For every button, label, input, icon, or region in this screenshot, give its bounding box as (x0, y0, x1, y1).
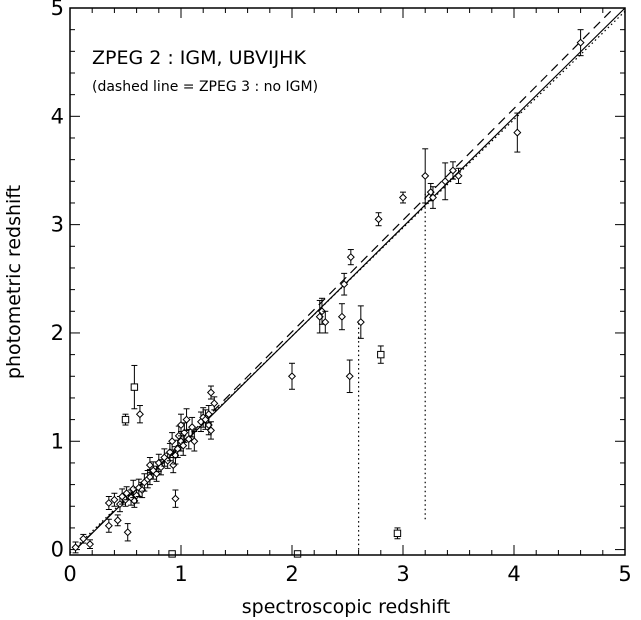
diamond-point (104, 499, 113, 508)
diamond-point (152, 469, 161, 478)
diamond-point (190, 437, 199, 446)
annotation-sub: (dashed line = ZPEG 3 : no IGM) (92, 79, 318, 95)
diamond-point (204, 410, 213, 419)
y-tick-label: 1 (51, 429, 64, 453)
diamond-point (179, 441, 188, 450)
diamond-point (184, 435, 193, 444)
diamond-point (122, 489, 131, 498)
diamond-point (346, 253, 355, 262)
diamond-point (104, 521, 113, 530)
diamond-point (454, 171, 463, 180)
diamond-point (210, 399, 219, 408)
diamond-point (168, 437, 177, 446)
y-tick-label: 0 (51, 538, 64, 562)
diamond-point (287, 372, 297, 381)
diamond-point (113, 516, 122, 525)
diamond-point (145, 473, 154, 482)
diamond-point (337, 312, 346, 321)
diamond-point (145, 461, 154, 470)
vertical-dotted-lines (358, 192, 426, 550)
x-tick-label: 5 (618, 562, 631, 586)
y-axis-title: photometric redshift (3, 185, 25, 379)
diamond-point (188, 423, 197, 432)
x-axis-title: spectroscopic redshift (242, 596, 451, 618)
diamond-point (176, 421, 186, 430)
diamond-point (79, 534, 88, 543)
diamond-point (110, 495, 119, 504)
square-point (130, 383, 139, 391)
annotation-main: ZPEG 2 : IGM, UBVIJHK (92, 47, 306, 69)
x-tick-label: 0 (63, 562, 76, 586)
diamond-point (345, 372, 354, 381)
x-tick-label: 3 (396, 562, 409, 586)
diamond-point (206, 426, 215, 435)
y-tick-label: 5 (51, 0, 64, 20)
x-tick-label: 2 (285, 562, 298, 586)
square-point (168, 550, 176, 558)
diamond-point (171, 494, 180, 503)
diamond-point (165, 448, 174, 457)
x-tick-label: 4 (507, 562, 520, 586)
x-tick-label: 1 (174, 562, 187, 586)
diamond-point (321, 318, 330, 327)
y-tick-label: 2 (51, 321, 64, 345)
diamond-point (123, 528, 132, 537)
diamond-point (576, 38, 585, 47)
square-point (293, 550, 302, 558)
y-tick-label: 3 (51, 213, 64, 237)
diamond-point (85, 540, 94, 549)
diamond-point (428, 193, 437, 202)
diamond-point (340, 280, 349, 289)
diamond-point (71, 543, 80, 552)
reference-line-dotted (69, 10, 626, 554)
data-points (71, 29, 585, 558)
diamond-point (135, 410, 144, 419)
diamond-point (173, 444, 182, 453)
y-tick-label: 4 (51, 104, 64, 128)
diamond-point (201, 415, 210, 424)
square-point (393, 529, 402, 538)
diamond-point (356, 318, 365, 327)
diamond-point (441, 177, 450, 186)
tick-labels: 0 1 2 3 4 5 0 1 2 3 4 5 (51, 0, 632, 586)
diamond-point (180, 428, 189, 437)
diamond-point (182, 415, 191, 424)
diamond-point (374, 215, 383, 224)
diamond-point (206, 388, 215, 397)
diamond-point (513, 128, 522, 137)
diamond-point (448, 166, 457, 175)
diamond-point (317, 307, 326, 316)
plot-frame (69, 7, 626, 556)
diamond-point (421, 171, 430, 180)
square-point (121, 415, 130, 424)
square-point (377, 350, 385, 359)
diamond-point (398, 193, 408, 202)
